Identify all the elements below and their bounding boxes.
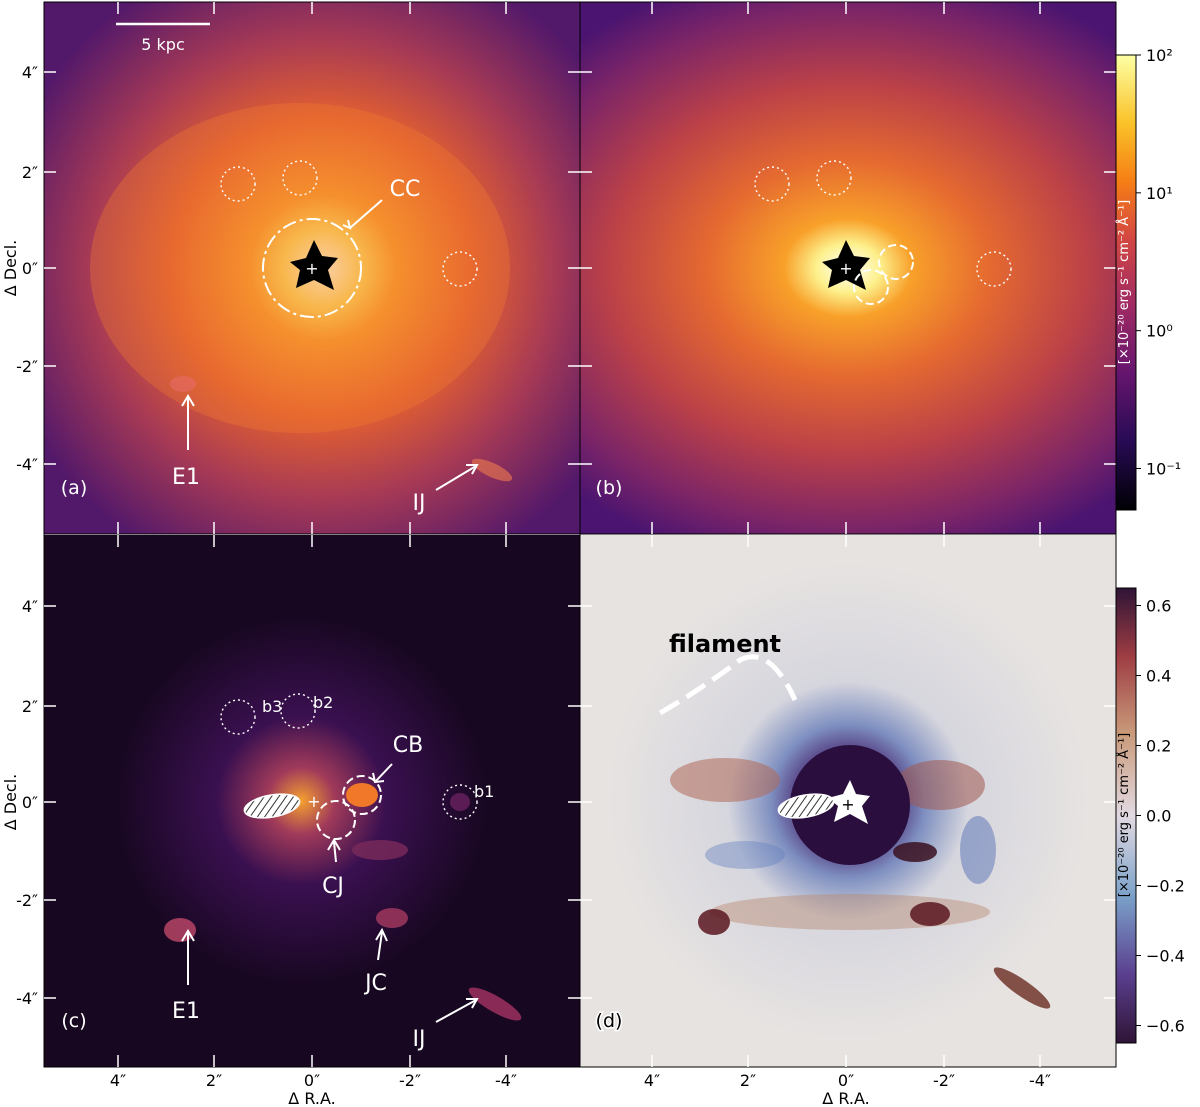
- colorbar-tick-label: 10²: [1146, 46, 1173, 65]
- cb-aperture: [342, 775, 382, 815]
- xtick-left-m2: -2″: [399, 1071, 421, 1090]
- beam-ellipse: [777, 793, 835, 819]
- label-e1-c: E1: [172, 999, 200, 1024]
- ytick-bot-m4: -4″: [16, 989, 38, 1008]
- label-cb: CB: [393, 733, 423, 758]
- svg-text:+: +: [839, 259, 852, 278]
- svg-text:+: +: [305, 259, 318, 278]
- cj-aperture: [316, 800, 356, 840]
- label-filament: filament: [669, 630, 781, 658]
- ytick-top-m4: -4″: [16, 455, 38, 474]
- colorbar-tick-label: 0.0: [1146, 807, 1171, 826]
- tick-marks: [44, 2, 1116, 1067]
- colorbar-tick-label: 10¹: [1146, 184, 1173, 203]
- x-tick-labels-left: 4″ 2″ 0″ -2″ -4″: [110, 1071, 517, 1090]
- aperture: [976, 251, 1012, 287]
- panel-d: + filament (d): [580, 535, 1116, 1067]
- xtick-right-4: 4″: [644, 1071, 660, 1090]
- colorbar-bottom-label: [×10⁻²⁰ erg s⁻¹ cm⁻² Å⁻¹]: [1116, 733, 1132, 897]
- label-cj: CJ: [322, 874, 344, 899]
- label-b1: b1: [474, 782, 494, 801]
- aperture: [220, 166, 256, 202]
- y-tick-labels-bottom: 4″ 2″ 0″ -2″ -4″: [16, 597, 38, 1008]
- ytick-bot-4: 4″: [22, 597, 38, 616]
- aperture-b3: [220, 699, 256, 735]
- beam-ellipse: [243, 793, 301, 819]
- colorbar-tick-label: −0.6: [1146, 1017, 1185, 1036]
- xtick-left-0: 0″: [304, 1071, 320, 1090]
- colorbar-tick-label: −0.4: [1146, 947, 1185, 966]
- colorbar-tick-label: 0.4: [1146, 667, 1171, 686]
- xtick-right-m4: -4″: [1029, 1071, 1051, 1090]
- y-axis-label-top: Δ Decl.: [1, 240, 20, 297]
- cb-aperture: [878, 244, 914, 280]
- xtick-left-2: 2″: [206, 1071, 222, 1090]
- aperture: [816, 160, 852, 196]
- ytick-top-m2: -2″: [16, 357, 38, 376]
- axes-frames: [43, 1, 1117, 1068]
- xtick-left-4: 4″: [110, 1071, 126, 1090]
- aperture: [754, 166, 790, 202]
- panel-label-d: (d): [596, 1010, 623, 1032]
- xtick-right-m2: -2″: [933, 1071, 955, 1090]
- colorbar-top-gradient: [1115, 54, 1137, 511]
- label-b3: b3: [262, 697, 282, 716]
- xtick-left-m4: -4″: [495, 1071, 517, 1090]
- panel-label-c: (c): [61, 1010, 86, 1032]
- colorbar-top: 10² 10¹ 10⁰ 10⁻¹ [×10⁻²⁰ erg s⁻¹ cm⁻² Å⁻¹]: [1115, 46, 1181, 511]
- label-b2: b2: [313, 693, 333, 712]
- aperture: [442, 251, 478, 287]
- colorbar-tick-label: 0.6: [1146, 597, 1171, 616]
- panel-a: + 5 kpc CC E1 IJ (a): [44, 2, 580, 534]
- x-axis-label-right: Δ R.A.: [822, 1089, 869, 1107]
- ytick-bot-m2: -2″: [16, 891, 38, 910]
- panel-label-a: (a): [61, 477, 87, 499]
- colorbar-tick-label: 0.2: [1146, 737, 1171, 756]
- aperture-b2: [280, 693, 316, 729]
- ytick-top-2: 2″: [22, 163, 38, 182]
- cc-aperture: [262, 218, 362, 318]
- svg-text:+: +: [841, 795, 854, 814]
- colorbar-bottom: 0.6 0.4 0.2 0.0 −0.2 −0.4 −0.6 [×10⁻²⁰ erg s⁻¹…: [1115, 587, 1185, 1044]
- xtick-right-0: 0″: [838, 1071, 854, 1090]
- ytick-bot-0: 0″: [22, 793, 38, 812]
- central-mask: [828, 780, 870, 824]
- label-jc: JC: [363, 971, 387, 996]
- filament-curve: [658, 654, 798, 716]
- ytick-top-0: 0″: [22, 259, 38, 278]
- cj-aperture: [853, 269, 889, 305]
- panel-c: + b3 b2 b1 CB CJ E1 JC IJ (c): [44, 535, 580, 1067]
- colorbar-tick-label: −0.2: [1146, 877, 1185, 896]
- x-tick-labels-right: 4″ 2″ 0″ -2″ -4″: [644, 1071, 1051, 1090]
- colorbar-top-label: [×10⁻²⁰ erg s⁻¹ cm⁻² Å⁻¹]: [1116, 200, 1132, 364]
- x-axis-label-left: Δ R.A.: [288, 1089, 335, 1107]
- aperture-b1: [442, 784, 478, 820]
- panel-b: + (b): [580, 2, 1116, 534]
- label-ij-a: IJ: [413, 491, 426, 516]
- label-ij-c: IJ: [413, 1027, 426, 1052]
- aperture: [282, 160, 318, 196]
- svg-text:+: +: [307, 792, 320, 811]
- scale-bar-label: 5 kpc: [141, 35, 184, 54]
- central-mask: [290, 240, 338, 290]
- xtick-right-2: 2″: [740, 1071, 756, 1090]
- colorbar-tick-label: 10⁰: [1146, 322, 1173, 341]
- label-e1-a: E1: [172, 465, 200, 490]
- ytick-bot-2: 2″: [22, 697, 38, 716]
- ytick-top-4: 4″: [22, 63, 38, 82]
- y-axis-label-bottom: Δ Decl.: [1, 774, 20, 831]
- y-tick-labels-top: 4″ 2″ 0″ -2″ -4″: [16, 63, 38, 474]
- cc-arrow: [349, 199, 383, 229]
- colorbar-tick-label: 10⁻¹: [1146, 460, 1181, 479]
- panel-label-b: (b): [596, 477, 623, 499]
- panel-c-image: [44, 535, 580, 1067]
- label-cc: CC: [390, 177, 421, 202]
